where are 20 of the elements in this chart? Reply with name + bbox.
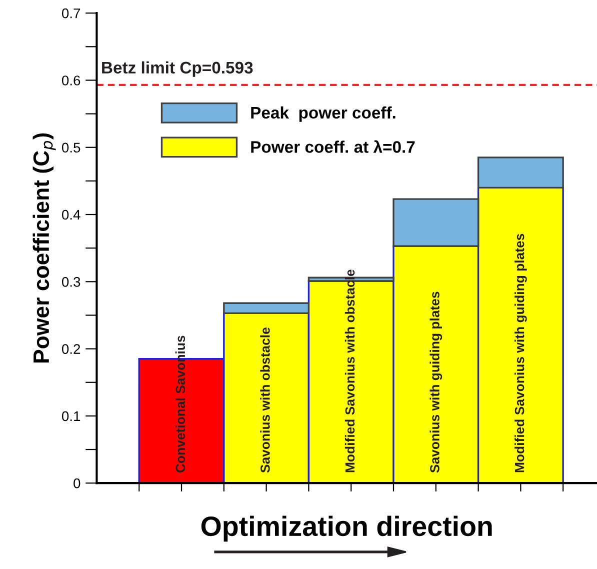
- bar: [477, 156, 564, 188]
- legend-label: Power coeff. at λ=0.7: [251, 140, 415, 153]
- y-tick-label: 0.4: [62, 210, 80, 220]
- y-tick-label: 0.2: [62, 344, 80, 354]
- ref-line-label: Betz limit Cp=0.593: [102, 61, 253, 77]
- legend-label: Peak power coeff.: [251, 106, 396, 122]
- bar: [392, 198, 480, 247]
- y-axis-title: Power coefficient (C$_{p}$): [32, 133, 56, 362]
- y-tick-label: 0.1: [62, 411, 80, 422]
- bar: [223, 302, 310, 314]
- y-tick-label: 0.5: [62, 142, 80, 153]
- x-tick-label: Convetional Savonius: [175, 336, 186, 472]
- x-axis-title: Optimization direction: [201, 516, 492, 542]
- y-tick-label: 0.6: [62, 76, 80, 86]
- y-tick-label: 0.3: [62, 276, 80, 287]
- x-tick-label: Modified Savonius with guiding plates: [514, 234, 527, 472]
- x-tick-label: Savonius with obstacle: [260, 328, 270, 473]
- y-tick-label: 0.7: [62, 8, 80, 18]
- x-tick-label: Savonius with guiding plates: [430, 292, 442, 473]
- y-tick-label: 0: [74, 478, 80, 488]
